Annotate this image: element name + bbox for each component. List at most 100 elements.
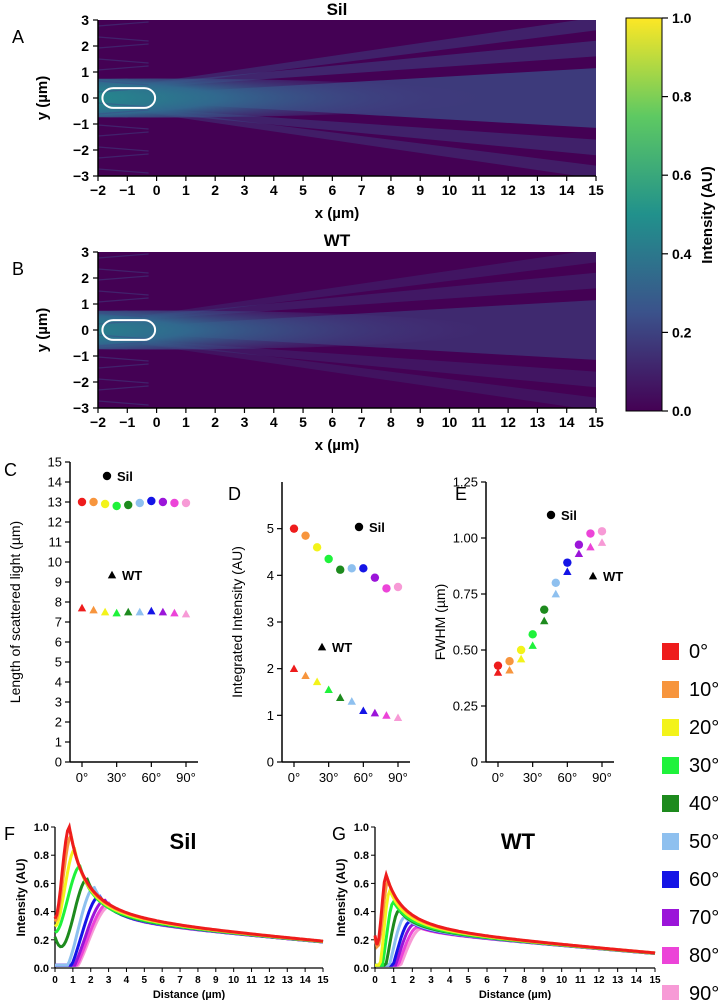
y-tick-label: 0.4 bbox=[34, 907, 50, 919]
x-tick-label: 0 bbox=[372, 975, 378, 986]
legend-marker-sil bbox=[546, 510, 556, 520]
legend-marker-wt bbox=[107, 570, 117, 579]
y-tick-label: 1 bbox=[267, 708, 274, 723]
cell-outline bbox=[101, 87, 157, 109]
y-tick-label: 0.0 bbox=[354, 963, 369, 975]
x-tick-label: 90° bbox=[176, 770, 196, 785]
x-tick-label: 13 bbox=[530, 182, 546, 198]
side-lobe bbox=[141, 20, 596, 88]
data-point-sil bbox=[493, 661, 503, 670]
x-tick-label: 10 bbox=[442, 182, 458, 198]
x-axis-label: x (µm) bbox=[315, 205, 359, 222]
panel-title: Sil bbox=[170, 829, 197, 854]
data-point-sil bbox=[100, 499, 110, 509]
data-point-wt bbox=[393, 713, 403, 722]
data-point-sil bbox=[370, 573, 380, 582]
y-tick-label: 2 bbox=[55, 715, 62, 730]
fringe-line bbox=[98, 58, 149, 64]
fringe-line bbox=[98, 43, 149, 49]
x-axis-label: x (µm) bbox=[315, 437, 359, 454]
data-point-wt bbox=[301, 671, 310, 680]
y-tick-label: 0.2 bbox=[354, 935, 369, 947]
y-tick-label: 8 bbox=[55, 595, 62, 610]
data-point-sil bbox=[336, 565, 345, 574]
beam-core bbox=[98, 78, 486, 118]
y-tick-label: 4 bbox=[55, 675, 62, 690]
x-tick-label: 5 bbox=[466, 975, 472, 986]
x-tick-label: 2 bbox=[211, 414, 219, 430]
x-tick-label: 9 bbox=[540, 975, 546, 986]
panel-letter: C bbox=[4, 460, 17, 480]
legend-swatch bbox=[662, 909, 679, 926]
data-point-wt bbox=[540, 616, 549, 625]
x-tick-label: 0 bbox=[153, 182, 161, 198]
y-tick-label: 3 bbox=[81, 12, 89, 28]
x-tick-label: 1 bbox=[182, 182, 190, 198]
x-tick-label: 3 bbox=[241, 414, 249, 430]
y-tick-label: −3 bbox=[73, 400, 89, 416]
x-tick-label: 90° bbox=[592, 770, 612, 785]
data-point-sil bbox=[135, 498, 144, 508]
data-point-sil bbox=[551, 578, 560, 587]
x-tick-label: 12 bbox=[500, 414, 516, 430]
y-tick-label: 0 bbox=[81, 322, 89, 338]
data-point-wt bbox=[586, 542, 595, 551]
legend-swatch bbox=[662, 719, 679, 736]
legend-marker-wt bbox=[317, 642, 327, 651]
legend-angle-label: 50° bbox=[689, 831, 719, 853]
panel-letter: G bbox=[332, 824, 346, 844]
data-point-wt bbox=[289, 664, 299, 673]
x-tick-label: 11 bbox=[471, 414, 486, 430]
y-tick-label: 3 bbox=[267, 615, 274, 630]
fringe-line bbox=[98, 80, 149, 86]
data-point-sil bbox=[289, 524, 299, 533]
legend-angle-label: 60° bbox=[689, 869, 719, 891]
y-tick-label: −1 bbox=[73, 116, 89, 132]
data-point-wt bbox=[574, 549, 584, 558]
x-tick-label: −1 bbox=[119, 182, 135, 198]
fringe-line bbox=[98, 400, 149, 406]
x-tick-label: 12 bbox=[500, 182, 516, 198]
x-tick-label: 13 bbox=[612, 975, 624, 986]
x-tick-label: 4 bbox=[124, 975, 130, 986]
fringe-line bbox=[98, 131, 149, 137]
y-tick-label: 2 bbox=[267, 661, 274, 676]
x-tick-label: 6 bbox=[328, 182, 336, 198]
colorbar-tick-label: 1.0 bbox=[672, 10, 692, 26]
data-point-wt bbox=[336, 693, 345, 701]
fringe-line bbox=[98, 312, 149, 318]
x-axis-label: Distance (µm) bbox=[479, 989, 552, 1000]
y-tick-label: 1.00 bbox=[453, 531, 478, 546]
panel-title: Sil bbox=[327, 0, 348, 19]
x-tick-label: 1 bbox=[391, 975, 397, 986]
fringe-line bbox=[98, 334, 149, 340]
x-tick-label: 30° bbox=[107, 770, 127, 785]
intensity-curve bbox=[55, 898, 324, 967]
legend-marker-sil bbox=[102, 471, 112, 481]
data-point-wt bbox=[324, 685, 333, 694]
y-tick-label: 0.6 bbox=[354, 878, 369, 890]
data-point-wt bbox=[170, 608, 179, 617]
data-point-sil bbox=[170, 498, 179, 508]
x-tick-label: 8 bbox=[387, 414, 395, 430]
x-tick-label: 7 bbox=[503, 975, 509, 986]
data-point-wt bbox=[89, 605, 98, 614]
data-point-wt bbox=[516, 654, 526, 663]
data-point-sil bbox=[528, 630, 537, 639]
y-tick-label: 1.25 bbox=[453, 475, 478, 490]
x-tick-label: 12 bbox=[593, 975, 605, 986]
x-tick-label: 0 bbox=[153, 414, 161, 430]
y-tick-label: −3 bbox=[73, 168, 89, 184]
legend-angle-label: 40° bbox=[689, 793, 719, 815]
x-tick-label: 13 bbox=[282, 975, 294, 986]
x-tick-label: 0° bbox=[288, 770, 300, 785]
data-point-wt bbox=[493, 668, 503, 676]
data-point-wt bbox=[597, 538, 607, 546]
panel-letter: E bbox=[455, 484, 467, 504]
y-tick-label: 5 bbox=[55, 655, 62, 670]
data-point-wt bbox=[124, 607, 133, 616]
data-point-sil bbox=[158, 497, 168, 507]
side-lobe bbox=[141, 340, 596, 408]
x-tick-label: −1 bbox=[119, 414, 135, 430]
data-point-wt bbox=[147, 606, 156, 615]
